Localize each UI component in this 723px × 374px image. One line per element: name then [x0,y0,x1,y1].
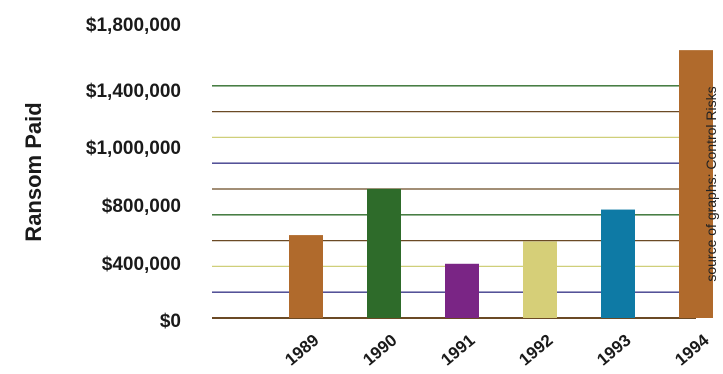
x-tick-1991: 1991 [437,331,478,370]
x-tick-1989: 1989 [281,331,322,370]
x-tick-1992: 1992 [515,331,556,370]
x-tick-1994: 1994 [671,330,713,369]
y-tick-labels: $0 $400,000 $800,000 $1,000,000 $1,400,0… [86,15,181,332]
y-tick-0: $0 [160,311,181,332]
bar-1993 [601,209,635,318]
y-tick-1000000: $1,000,000 [86,138,181,159]
bar-1989 [289,235,323,318]
x-tick-1993: 1993 [593,331,634,370]
y-axis-label: Ransom Paid [21,102,46,241]
bars [289,50,713,319]
x-tick-1990: 1990 [359,331,400,370]
y-tick-800000: $800,000 [102,196,181,217]
bar-1990 [367,188,401,318]
y-tick-400000: $400,000 [102,254,181,275]
y-tick-1400000: $1,400,000 [86,81,181,102]
bar-1992 [523,241,557,318]
bar-1994 [679,50,713,319]
bar-1991 [445,263,479,318]
source-note: source of graphs: Control Risks [703,86,719,281]
x-category-labels: 1989 1990 1991 1992 1993 1994 [281,330,713,369]
y-tick-1800000: $1,800,000 [86,15,181,36]
